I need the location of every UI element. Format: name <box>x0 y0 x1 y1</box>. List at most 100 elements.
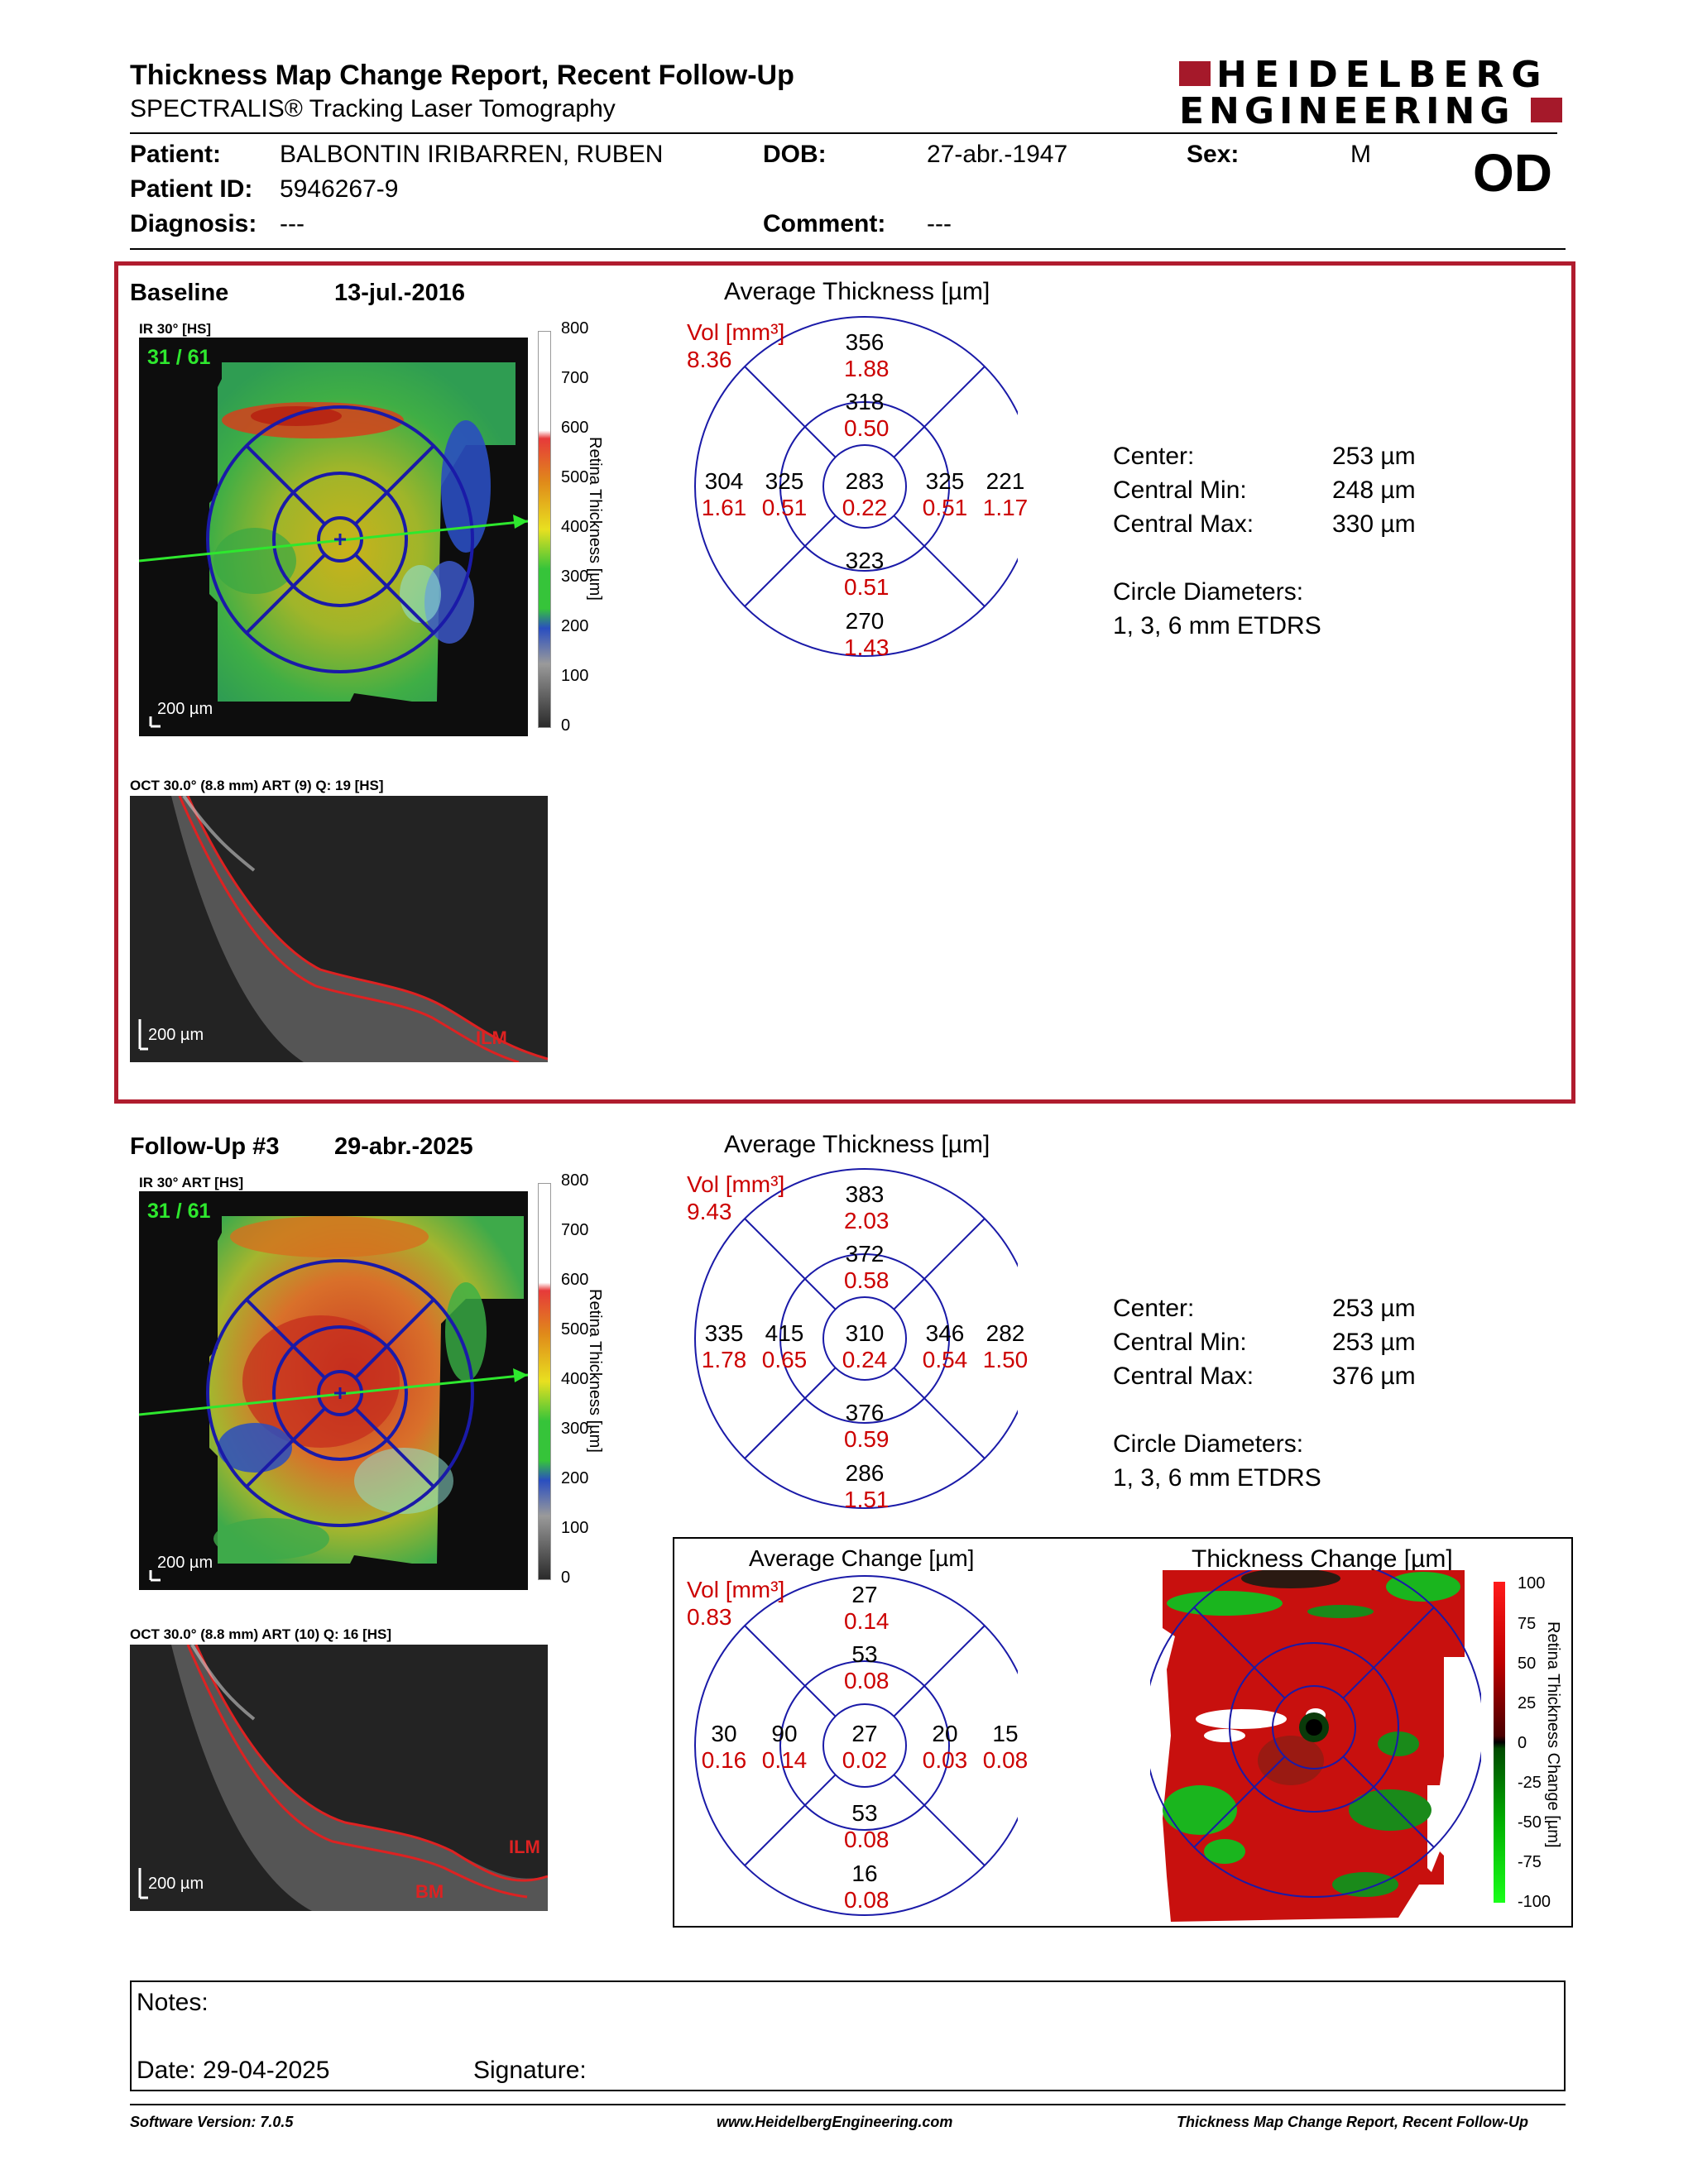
baseline-map-svg <box>139 338 528 736</box>
change-inner-bottom-volume: 0.08 <box>844 1827 890 1852</box>
change-map-title: Thickness Change [µm] <box>1192 1545 1453 1573</box>
patient-label: Patient: <box>130 141 222 168</box>
logo-text-line1: HEIDELBERG <box>1216 54 1549 96</box>
baseline-outer-top-volume: 1.88 <box>844 356 890 381</box>
baseline-outer-left-volume: 1.61 <box>701 495 747 520</box>
followup-cb-tick: 800 <box>561 1171 589 1190</box>
stat-min-label: Central Min: <box>1113 477 1247 504</box>
change-outer-top-value: 27 <box>851 1582 878 1607</box>
baseline-stats-values: 253 µm 248 µm 330 µm <box>1332 439 1416 541</box>
followup-oct-ilm-label: ILM <box>509 1837 540 1857</box>
stat-max-value: 330 µm <box>1332 510 1416 538</box>
change-inner-left-volume: 0.14 <box>761 1747 808 1773</box>
diagnosis-label: Diagnosis: <box>130 210 257 237</box>
followup-outer-right-volume: 1.50 <box>982 1347 1029 1372</box>
baseline-center-volume: 0.22 <box>842 495 888 520</box>
change-outer-bottom-value: 16 <box>851 1861 878 1886</box>
baseline-frame-counter: 31 / 61 <box>147 346 211 369</box>
notes-date: Date: 29-04-2025 <box>137 2057 330 2084</box>
followup-outer-left-volume: 1.78 <box>701 1347 747 1372</box>
comment-label: Comment: <box>763 210 886 237</box>
baseline-inner-left-volume: 0.51 <box>761 495 808 520</box>
header-divider <box>130 132 1557 134</box>
baseline-avg-title: Average Thickness [µm] <box>724 278 990 305</box>
stat-circle-value: 1, 3, 6 mm ETDRS <box>1113 612 1321 639</box>
followup-cb-tick: 300 <box>561 1420 589 1438</box>
followup-frame-counter: 31 / 61 <box>147 1200 211 1223</box>
stat-center-label: Center: <box>1113 1295 1195 1322</box>
change-cb-tick: 100 <box>1518 1574 1546 1592</box>
baseline-oct-scan[interactable]: 200 µm ILM <box>130 796 548 1062</box>
baseline-thickness-map[interactable]: 31 / 61 200 µm <box>139 338 528 736</box>
followup-oct-label: OCT 30.0° (8.8 mm) ART (10) Q: 16 [HS] <box>130 1626 392 1642</box>
notes-box[interactable]: Notes: Date: 29-04-2025 Signature: <box>130 1980 1566 2091</box>
baseline-center-thickness: 283 <box>845 468 885 494</box>
baseline-oct-ilm-label: ILM <box>476 1027 507 1048</box>
baseline-vol-value: 8.36 <box>687 347 732 372</box>
followup-stats-labels: Center: Central Min: Central Max: Circle… <box>1113 1291 1321 1495</box>
change-inner-left-value: 90 <box>771 1721 798 1746</box>
followup-inner-bottom-volume: 0.59 <box>844 1426 890 1452</box>
footer-report-title: Thickness Map Change Report, Recent Foll… <box>1177 2114 1529 2130</box>
change-cb-title: Retina Thickness Change [µm] <box>1544 1621 1562 1848</box>
signature-label: Signature: <box>473 2057 587 2084</box>
change-inner-top-value: 53 <box>851 1641 878 1667</box>
followup-cb-tick: 600 <box>561 1271 589 1289</box>
followup-outer-right-thickness: 282 <box>985 1320 1025 1346</box>
patient-id-value: 5946267-9 <box>280 175 399 203</box>
followup-map-svg <box>139 1191 528 1590</box>
baseline-inner-right-thickness: 325 <box>925 468 965 494</box>
change-cb-tick: 25 <box>1518 1694 1537 1712</box>
followup-inner-left-volume: 0.65 <box>761 1347 808 1372</box>
baseline-cb-tick: 300 <box>561 568 589 586</box>
baseline-date: 13-jul.-2016 <box>334 280 465 306</box>
change-outer-left-value: 30 <box>711 1721 737 1746</box>
followup-cb-title: Retina Thickness [µm] <box>586 1289 604 1453</box>
logo-block-top <box>1179 61 1211 86</box>
change-vol-value: 0.83 <box>687 1604 732 1630</box>
stat-min-value: 248 µm <box>1332 477 1416 504</box>
baseline-cb-tick: 0 <box>561 716 571 735</box>
sex-value: M <box>1350 141 1371 168</box>
report-subtitle: SPECTRALIS® Tracking Laser Tomography <box>130 95 616 122</box>
baseline-oct-svg <box>130 796 548 1062</box>
followup-oct-bm-label: BM <box>415 1881 444 1902</box>
followup-avg-title: Average Thickness [µm] <box>724 1131 990 1158</box>
baseline-inner-bottom-thickness: 323 <box>845 548 885 573</box>
dob-label: DOB: <box>763 141 827 168</box>
baseline-cb-tick: 400 <box>561 518 589 536</box>
stat-center-label: Center: <box>1113 443 1195 470</box>
stat-min-value: 253 µm <box>1332 1329 1416 1356</box>
followup-cb-tick: 0 <box>561 1569 571 1587</box>
followup-inner-top-volume: 0.58 <box>844 1267 890 1293</box>
stat-circle-label: Circle Diameters: <box>1113 578 1304 606</box>
baseline-colorbar <box>538 331 551 728</box>
change-center-value: 27 <box>851 1721 878 1746</box>
baseline-map-scale: 200 µm <box>157 700 213 718</box>
logo-block-bottom <box>1531 98 1562 122</box>
change-panel <box>673 1537 1573 1928</box>
followup-inner-left-thickness: 415 <box>765 1320 804 1346</box>
stat-center-value: 253 µm <box>1332 1295 1416 1322</box>
change-outer-bottom-volume: 0.08 <box>844 1887 890 1913</box>
followup-date: 29-abr.-2025 <box>334 1133 473 1160</box>
change-avg-title: Average Change [µm] <box>749 1545 975 1571</box>
change-center-volume: 0.02 <box>842 1747 888 1773</box>
comment-value: --- <box>927 210 952 237</box>
followup-cb-tick: 700 <box>561 1221 589 1239</box>
baseline-inner-left-thickness: 325 <box>765 468 804 494</box>
website-link[interactable]: www.HeidelbergEngineering.com <box>717 2114 953 2130</box>
thickness-change-map[interactable] <box>1150 1570 1481 1922</box>
stat-center-value: 253 µm <box>1332 443 1416 470</box>
patient-name: BALBONTIN IRIBARREN, RUBEN <box>280 141 664 168</box>
change-cb-tick: -100 <box>1518 1893 1551 1911</box>
followup-cb-tick: 500 <box>561 1320 589 1339</box>
baseline-label: Baseline <box>130 280 229 306</box>
baseline-inner-bottom-volume: 0.51 <box>844 574 890 600</box>
baseline-inner-right-volume: 0.51 <box>922 495 968 520</box>
followup-oct-scan[interactable]: 200 µm ILM BM <box>130 1645 548 1911</box>
followup-thickness-map[interactable]: 31 / 61 200 µm <box>139 1191 528 1590</box>
baseline-outer-right-thickness: 221 <box>985 468 1025 494</box>
change-outer-right-value: 15 <box>992 1721 1019 1746</box>
stat-circle-value: 1, 3, 6 mm ETDRS <box>1113 1464 1321 1492</box>
